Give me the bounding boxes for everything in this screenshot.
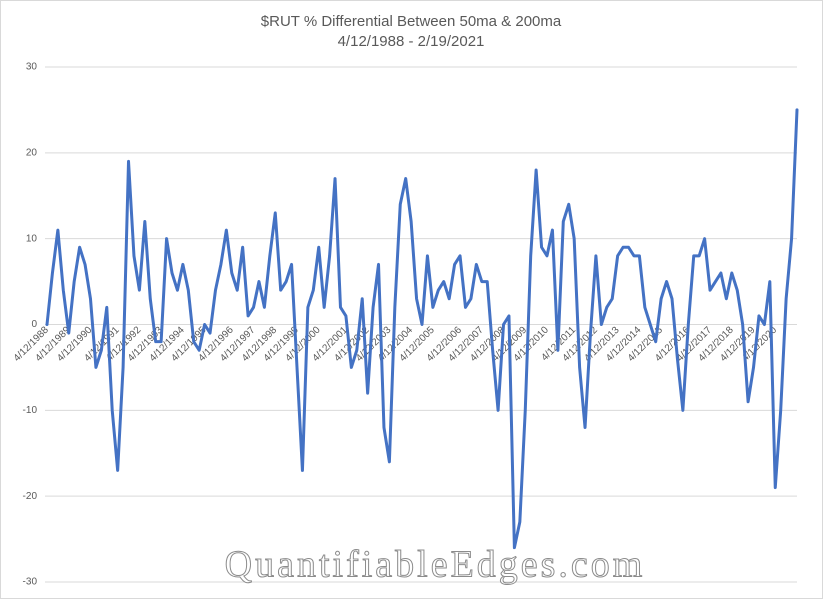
y-tick-label: -10 xyxy=(23,405,38,416)
y-tick-label: -30 xyxy=(23,577,38,588)
chart-subtitle: 4/12/1988 - 2/19/2021 xyxy=(338,33,485,50)
y-tick-label: 30 xyxy=(26,62,38,73)
plot xyxy=(45,108,799,550)
y-tick-label: 0 xyxy=(31,319,37,330)
grid: -30 -20 -10 0 10 20 30 xyxy=(23,62,797,588)
watermark: QuantifiableEdges.com xyxy=(225,544,646,586)
chart-title: $RUT % Differential Between 50ma & 200ma xyxy=(261,13,562,30)
y-tick-label: -20 xyxy=(23,491,38,502)
y-tick-label: 20 xyxy=(26,147,38,158)
data-line xyxy=(45,108,799,550)
y-tick-label: 10 xyxy=(26,233,38,244)
